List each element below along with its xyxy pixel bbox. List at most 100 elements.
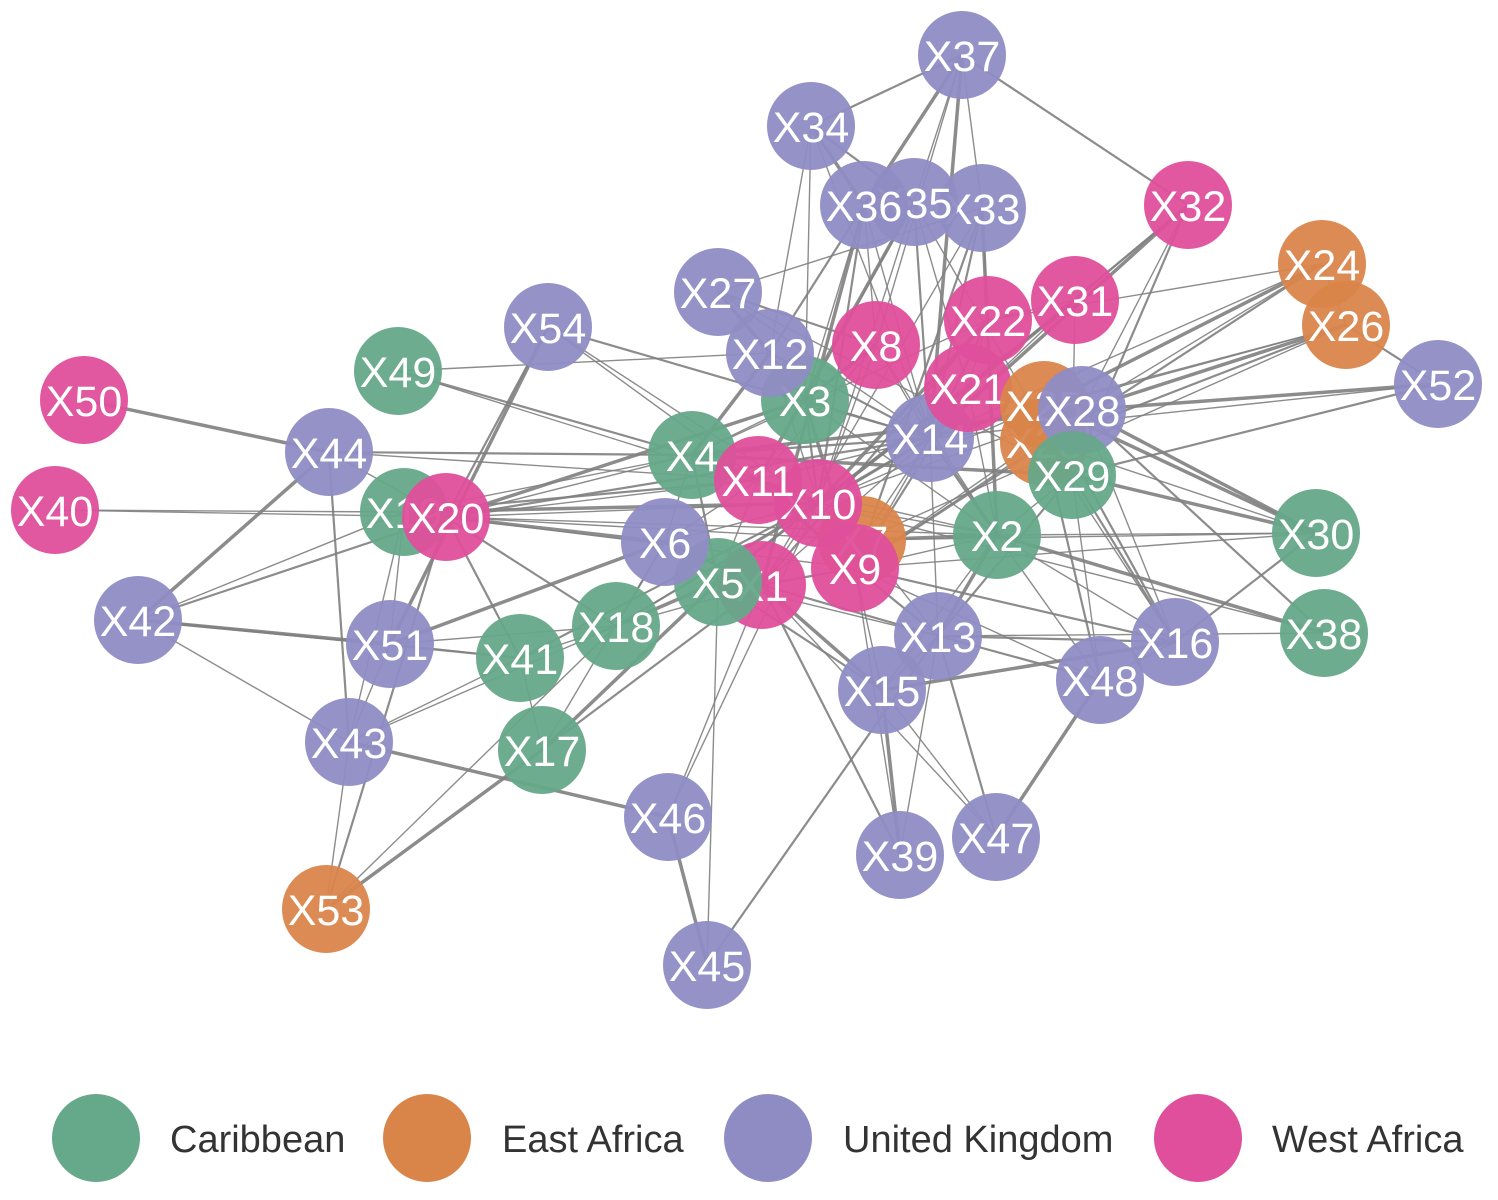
edge-x43-x46 <box>348 740 669 819</box>
node-x45[interactable]: X45 <box>663 921 751 1009</box>
node-x34[interactable]: X34 <box>767 82 855 170</box>
node-x50[interactable]: X50 <box>40 356 128 444</box>
node-x9[interactable]: X9 <box>811 524 899 612</box>
node-circle[interactable] <box>648 411 736 499</box>
node-x15[interactable]: X15 <box>838 646 926 734</box>
node-x51[interactable]: X51 <box>346 600 434 688</box>
node-label: X32 <box>1150 183 1227 231</box>
node-circle[interactable] <box>94 576 182 664</box>
node-circle[interactable] <box>894 592 982 680</box>
node-circle[interactable] <box>1028 431 1116 519</box>
node-x6[interactable]: X6 <box>621 498 709 586</box>
node-circle[interactable] <box>476 614 564 702</box>
node-x12[interactable]: X12 <box>726 309 814 397</box>
node-label: X15 <box>844 668 921 716</box>
node-x39[interactable]: X39 <box>856 811 944 899</box>
node-circle[interactable] <box>1056 636 1144 724</box>
node-x47[interactable]: X47 <box>952 793 1040 881</box>
node-circle[interactable] <box>924 344 1012 432</box>
node-circle[interactable] <box>918 11 1006 99</box>
edge-x51-x6 <box>389 540 666 646</box>
node-x8[interactable]: X8 <box>832 301 920 389</box>
node-circle[interactable] <box>621 498 709 586</box>
node-circle[interactable] <box>944 276 1032 364</box>
node-label: X37 <box>924 33 1001 81</box>
node-circle[interactable] <box>11 466 99 554</box>
node-circle[interactable] <box>402 473 490 561</box>
node-circle[interactable] <box>285 408 373 496</box>
node-x4[interactable]: X4 <box>648 411 736 499</box>
node-x5[interactable]: X5 <box>674 538 762 626</box>
node-x26[interactable]: X26 <box>1302 281 1390 369</box>
node-x49[interactable]: X49 <box>354 327 442 415</box>
node-x31[interactable]: X31 <box>1031 256 1119 344</box>
node-circle[interactable] <box>811 524 899 612</box>
node-x27[interactable]: X27 <box>674 248 762 336</box>
node-x53[interactable]: X53 <box>282 865 370 953</box>
node-circle[interactable] <box>1031 256 1119 344</box>
node-x29[interactable]: X29 <box>1028 431 1116 519</box>
node-x43[interactable]: X43 <box>305 698 393 786</box>
node-x2[interactable]: X2 <box>953 491 1041 579</box>
node-circle[interactable] <box>40 356 128 444</box>
node-circle[interactable] <box>726 309 814 397</box>
node-circle[interactable] <box>572 582 660 670</box>
node-circle[interactable] <box>832 301 920 389</box>
node-x20[interactable]: X20 <box>402 473 490 561</box>
node-x32[interactable]: X32 <box>1144 161 1232 249</box>
node-x41[interactable]: X41 <box>476 614 564 702</box>
node-circle[interactable] <box>663 921 751 1009</box>
node-circle[interactable] <box>504 283 592 371</box>
node-circle[interactable] <box>1394 340 1482 428</box>
node-x11[interactable]: X11 <box>714 436 802 524</box>
node-circle[interactable] <box>953 491 1041 579</box>
edge-x52-x28 <box>1081 382 1439 412</box>
node-x16[interactable]: X16 <box>1131 598 1219 686</box>
node-circle[interactable] <box>856 811 944 899</box>
node-x18[interactable]: X18 <box>572 582 660 670</box>
node-x44[interactable]: X44 <box>285 408 373 496</box>
node-label: X38 <box>1286 611 1363 659</box>
node-x30[interactable]: X30 <box>1272 489 1360 577</box>
node-circle[interactable] <box>346 600 434 688</box>
edge-x44-x43 <box>327 451 351 743</box>
node-x28[interactable]: X28 <box>1038 366 1126 454</box>
node-circle[interactable] <box>305 698 393 786</box>
node-label: X41 <box>482 636 559 684</box>
node-x38[interactable]: X38 <box>1280 589 1368 677</box>
node-circle[interactable] <box>1038 366 1126 454</box>
node-x48[interactable]: X48 <box>1056 636 1144 724</box>
node-circle[interactable] <box>1272 489 1360 577</box>
node-label: X6 <box>639 520 692 568</box>
edge-x20-x3 <box>445 398 806 519</box>
node-circle[interactable] <box>952 793 1040 881</box>
node-circle[interactable] <box>624 773 712 861</box>
node-x52[interactable]: X52 <box>1394 340 1482 428</box>
node-circle[interactable] <box>1131 598 1219 686</box>
node-circle[interactable] <box>1280 589 1368 677</box>
node-circle[interactable] <box>1302 281 1390 369</box>
node-x40[interactable]: X40 <box>11 466 99 554</box>
node-x54[interactable]: X54 <box>504 283 592 371</box>
edge-x28-x30 <box>1081 408 1317 535</box>
node-x46[interactable]: X46 <box>624 773 712 861</box>
node-x22[interactable]: X22 <box>944 276 1032 364</box>
edge-x53-x17 <box>324 748 544 911</box>
node-label: X42 <box>100 598 177 646</box>
node-x21[interactable]: X21 <box>924 344 1012 432</box>
node-circle[interactable] <box>938 164 1026 252</box>
node-x13[interactable]: X13 <box>894 592 982 680</box>
node-circle[interactable] <box>282 865 370 953</box>
node-x42[interactable]: X42 <box>94 576 182 664</box>
node-circle[interactable] <box>714 436 802 524</box>
node-circle[interactable] <box>820 161 908 249</box>
node-circle[interactable] <box>1144 161 1232 249</box>
node-circle[interactable] <box>838 646 926 734</box>
node-x37[interactable]: X37 <box>918 11 1006 99</box>
node-x36[interactable]: X36 <box>820 161 908 249</box>
node-circle[interactable] <box>674 248 762 336</box>
node-circle[interactable] <box>767 82 855 170</box>
node-circle[interactable] <box>354 327 442 415</box>
node-circle[interactable] <box>498 706 586 794</box>
node-x17[interactable]: X17 <box>498 706 586 794</box>
